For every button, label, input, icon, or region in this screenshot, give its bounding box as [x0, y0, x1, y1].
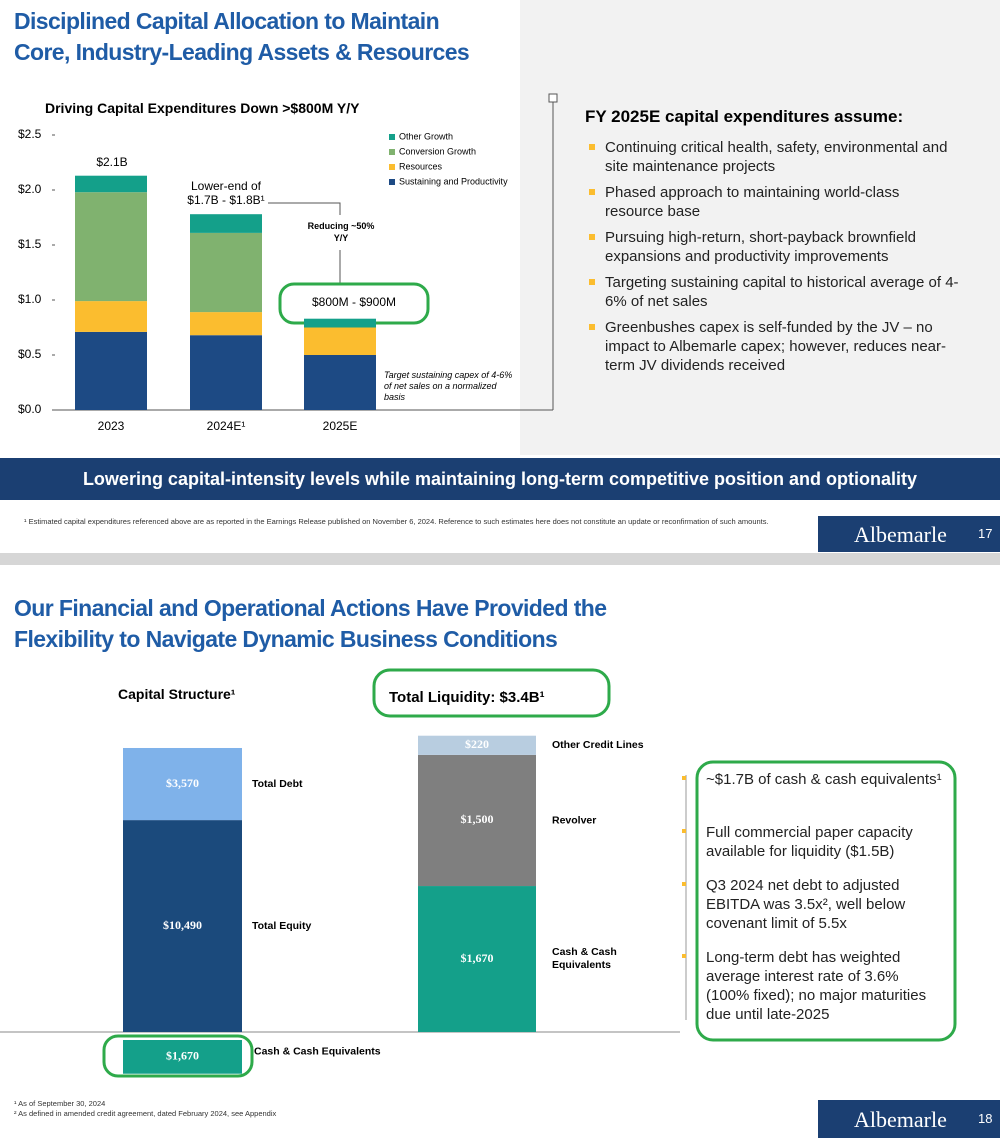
page-number: 18: [978, 1111, 993, 1126]
annotation: $2.1B: [96, 155, 128, 169]
legend-swatch: [389, 164, 395, 170]
value-label: $220: [465, 737, 489, 751]
bullet: Pursuing high-return, short-payback brow…: [589, 228, 960, 266]
chart-title: Total Liquidity: $3.4B¹: [389, 689, 545, 706]
footnotes: ¹ As of September 30, 2024 ² As defined i…: [14, 1099, 276, 1119]
footnote: ¹ As of September 30, 2024: [14, 1099, 106, 1108]
y-tick-label: $1.0: [18, 292, 42, 306]
title-line: Flexibility to Navigate Dynamic Business…: [14, 626, 558, 652]
legend-label: Resources: [399, 161, 443, 171]
legend-swatch: [389, 149, 395, 155]
bar-segment: [123, 820, 242, 1032]
y-tick-label: $2.5: [18, 127, 42, 141]
bullet: Targeting sustaining capital to historic…: [589, 274, 959, 310]
legend-label: Conversion Growth: [399, 146, 476, 156]
highlight: [695, 760, 957, 1042]
bullet: Q3 2024 net debt to adjusted EBITDA was …: [682, 876, 946, 933]
bar-segment: [75, 331, 147, 410]
bracket-cap: [548, 93, 558, 103]
bullet: Long-term debt has weighted average inte…: [682, 948, 946, 1024]
value-label: $1,670: [461, 951, 494, 965]
page-number: 17: [978, 526, 993, 541]
legend-label: Other Growth: [399, 131, 453, 141]
bar-segment: [418, 754, 536, 887]
title-line: Disciplined Capital Allocation to Mainta…: [14, 8, 440, 34]
bar-segment: [418, 735, 536, 755]
banner: Lowering capital-intensity levels while …: [82, 469, 918, 489]
logo-box: Albemarle 17: [818, 516, 1000, 552]
x-tick-label: 2025E: [323, 419, 358, 433]
banner-bg: [0, 458, 1000, 500]
title-line: Our Financial and Operational Actions Ha…: [14, 595, 607, 621]
logo: Albemarle: [854, 522, 947, 547]
series-label: Total Equity: [252, 920, 311, 932]
legend-swatch: [389, 179, 395, 185]
value-label: $10,490: [163, 918, 202, 932]
bar-segment: [123, 747, 242, 821]
y-tick-label: $2.0: [18, 182, 42, 196]
annotation: Lower-end of $1.7B - $1.8B¹: [187, 179, 265, 207]
value-label: $3,570: [166, 776, 199, 790]
bullet: Greenbushes capex is self-funded by the …: [589, 318, 960, 375]
series-label: Revolver: [552, 814, 596, 826]
footnote: ¹ Estimated capital expenditures referen…: [24, 517, 769, 526]
y-tick-label: $0.5: [18, 347, 42, 361]
bullet: Full commercial paper capacity available…: [682, 823, 946, 861]
series-label: Cash & Cash Equivalents: [254, 1046, 381, 1058]
bullet: Phased approach to maintaining world-cla…: [589, 183, 960, 221]
chart-title: Driving Capital Expenditures Down >$800M…: [45, 100, 360, 116]
logo-box: Albemarle 18: [818, 1100, 1000, 1138]
annotation: Target sustaining capex of 4-6% of net s…: [384, 370, 513, 402]
bullet: ~$1.7B of cash & cash equivalents¹: [682, 770, 946, 789]
bar-segment: [75, 192, 147, 302]
divider: [0, 553, 1000, 565]
value-label: $1,500: [461, 812, 494, 826]
series-label: Other Credit Lines: [552, 739, 644, 751]
chart-title: Capital Structure¹: [118, 686, 236, 702]
y-tick-label: $0.0: [18, 402, 42, 416]
bar-segment: [190, 335, 262, 410]
connector: [268, 202, 341, 215]
y-tick-label: $1.5: [18, 237, 42, 251]
slide-title: Disciplined Capital Allocation to Mainta…: [14, 6, 470, 68]
legend-swatch: [389, 134, 395, 140]
bar-segment: [190, 214, 262, 233]
bar-segment: [75, 301, 147, 332]
annotation: Reducing ~50% Y/Y: [307, 221, 375, 243]
bar-segment: [190, 232, 262, 313]
value-label: $1,670: [166, 1049, 199, 1063]
series-label: Total Debt: [252, 778, 303, 790]
bar-segment: [304, 318, 376, 328]
highlight: [372, 668, 611, 718]
bullet: Continuing critical health, safety, envi…: [589, 138, 960, 176]
series-label: Cash & Cash Equivalents: [552, 946, 617, 972]
bullets-heading: FY 2025E capital expenditures assume:: [585, 107, 904, 126]
bar-segment: [75, 175, 147, 193]
bar-segment: [190, 312, 262, 336]
legend-label: Sustaining and Productivity: [399, 176, 508, 186]
bar-segment: [418, 886, 536, 1032]
logo: Albemarle: [854, 1107, 947, 1132]
side-panel: [520, 0, 1000, 455]
bar-segment: [304, 355, 376, 410]
footnote: ² As defined in amended credit agreement…: [14, 1109, 277, 1118]
x-tick-label: 2024E¹: [207, 419, 246, 433]
slide-title: Our Financial and Operational Actions Ha…: [14, 593, 607, 655]
annotation: $800M - $900M: [311, 295, 397, 309]
bar-segment: [304, 327, 376, 355]
x-tick-label: 2023: [98, 419, 125, 433]
bar-segment: [123, 1040, 242, 1074]
highlight: [102, 1034, 254, 1078]
title-line: Core, Industry-Leading Assets & Resource…: [14, 39, 470, 65]
